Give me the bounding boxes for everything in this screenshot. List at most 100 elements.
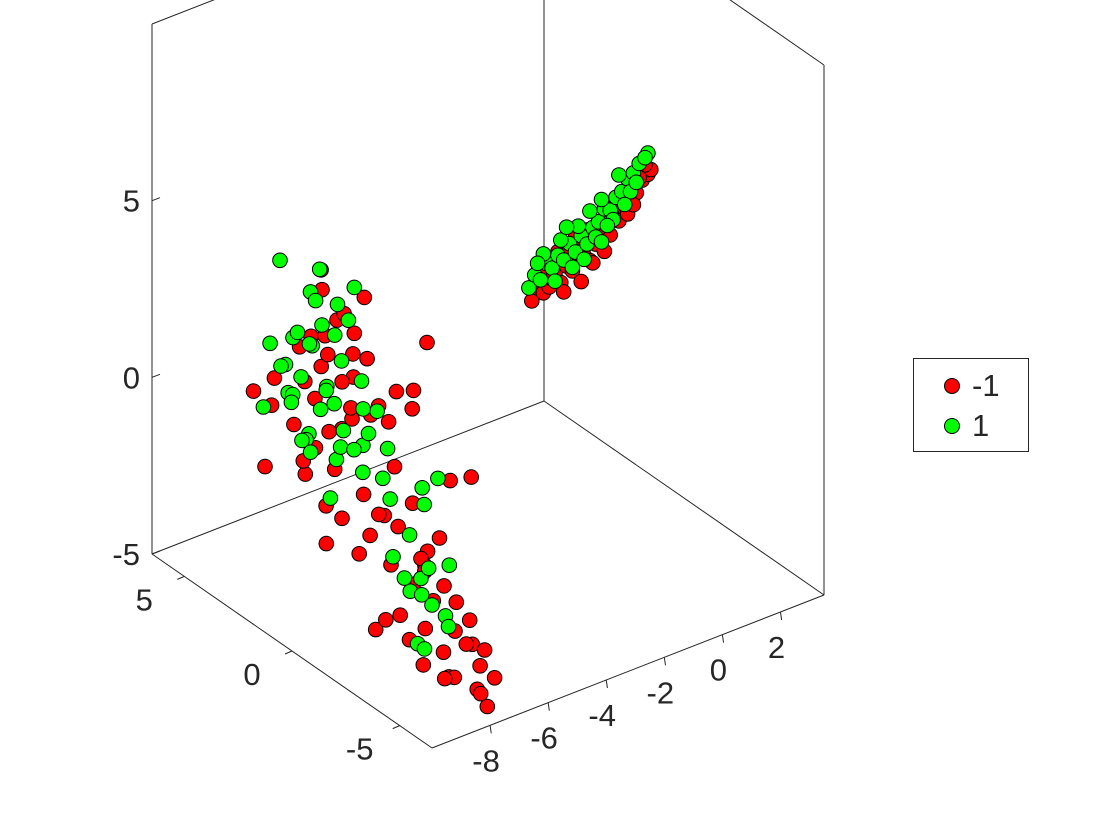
- data-point: [312, 401, 329, 418]
- z-tick-mark: [151, 373, 161, 378]
- data-point: [431, 530, 448, 546]
- data-point: [385, 549, 401, 565]
- data-point: [255, 399, 272, 415]
- data-point: [547, 273, 563, 290]
- data-point: [401, 527, 418, 543]
- data-point: [417, 620, 434, 637]
- data-point: [346, 325, 363, 342]
- data-point: [558, 219, 575, 235]
- data-point: [311, 261, 328, 278]
- y-tick-mark: [284, 650, 293, 655]
- x-tick-mark: [779, 611, 783, 621]
- data-point: [553, 232, 569, 248]
- legend-item-1: 1: [914, 406, 989, 446]
- data-point: [463, 469, 480, 485]
- y-tick-label: 5: [136, 582, 153, 617]
- data-point: [359, 350, 375, 367]
- data-point: [355, 486, 372, 503]
- data-point: [346, 279, 363, 296]
- data-point: [564, 259, 581, 276]
- data-point: [335, 422, 352, 439]
- data-point: [318, 535, 335, 552]
- data-point: [355, 401, 371, 417]
- data-point: [382, 491, 399, 507]
- data-point: [416, 641, 433, 657]
- legend-label-1: 1: [972, 408, 990, 443]
- data-point: [375, 470, 391, 487]
- x-tick-mark: [721, 634, 725, 643]
- data-point: [416, 496, 433, 513]
- data-point: [378, 612, 394, 628]
- data-point: [369, 403, 385, 420]
- data-point: [435, 644, 452, 661]
- y-tick-label: 0: [243, 657, 260, 692]
- data-point: [611, 167, 627, 183]
- data-point: [486, 670, 503, 686]
- legend: -1 1: [913, 358, 1029, 452]
- data-point: [461, 612, 478, 629]
- data-points: [245, 145, 659, 715]
- data-point: [353, 373, 370, 389]
- axis-edge: [729, 0, 825, 66]
- data-point: [273, 358, 289, 374]
- x-tick-mark: [663, 657, 666, 666]
- data-point: [424, 597, 440, 613]
- data-point: [293, 369, 309, 385]
- data-point: [390, 518, 406, 535]
- data-point: [272, 252, 288, 269]
- x-tick-mark: [605, 679, 608, 689]
- data-point: [458, 636, 475, 652]
- data-point: [419, 334, 435, 351]
- data-point: [283, 394, 300, 411]
- data-point: [436, 670, 453, 687]
- data-point: [404, 401, 421, 417]
- data-point: [616, 196, 633, 213]
- x-tick-mark: [489, 725, 492, 734]
- legend-label-neg1: -1: [972, 368, 1000, 403]
- data-point: [440, 618, 457, 635]
- data-point: [307, 292, 324, 309]
- data-point: [318, 382, 335, 399]
- data-point: [266, 370, 283, 386]
- series-1: [255, 145, 656, 657]
- x-tick-label: -4: [588, 698, 616, 733]
- axis-edge: [151, 0, 215, 25]
- legend-marker-neg1: [944, 378, 960, 394]
- y-tick-mark: [177, 575, 185, 580]
- data-point: [332, 439, 349, 455]
- data-point: [313, 358, 330, 375]
- data-point: [351, 546, 368, 562]
- data-point: [297, 466, 314, 482]
- x-tick-label: 2: [768, 630, 785, 665]
- x-tick-label: 0: [710, 653, 727, 688]
- data-point: [448, 594, 465, 611]
- data-point: [326, 327, 343, 343]
- data-point: [436, 578, 452, 594]
- data-point: [360, 425, 377, 442]
- data-point: [392, 607, 409, 624]
- data-point: [430, 470, 446, 487]
- data-point: [582, 203, 598, 219]
- y-tick-label: -5: [346, 732, 374, 767]
- data-point: [420, 560, 437, 577]
- data-point: [388, 383, 405, 400]
- data-point: [593, 234, 610, 250]
- data-point: [593, 191, 610, 208]
- x-tick-label: -8: [472, 743, 500, 778]
- data-point: [346, 441, 362, 458]
- axis-edge: [151, 400, 545, 555]
- data-point: [441, 557, 458, 574]
- data-point: [573, 273, 590, 290]
- data-point: [472, 685, 489, 702]
- data-point: [286, 416, 302, 433]
- data-point: [245, 383, 262, 399]
- data-point: [355, 464, 371, 481]
- data-point: [532, 272, 549, 288]
- y-tick-mark: [392, 725, 400, 730]
- data-point: [321, 423, 337, 440]
- z-tick-label: 0: [123, 360, 140, 395]
- data-point: [555, 284, 572, 300]
- data-point: [334, 374, 350, 390]
- x-tick-label: -2: [647, 675, 675, 710]
